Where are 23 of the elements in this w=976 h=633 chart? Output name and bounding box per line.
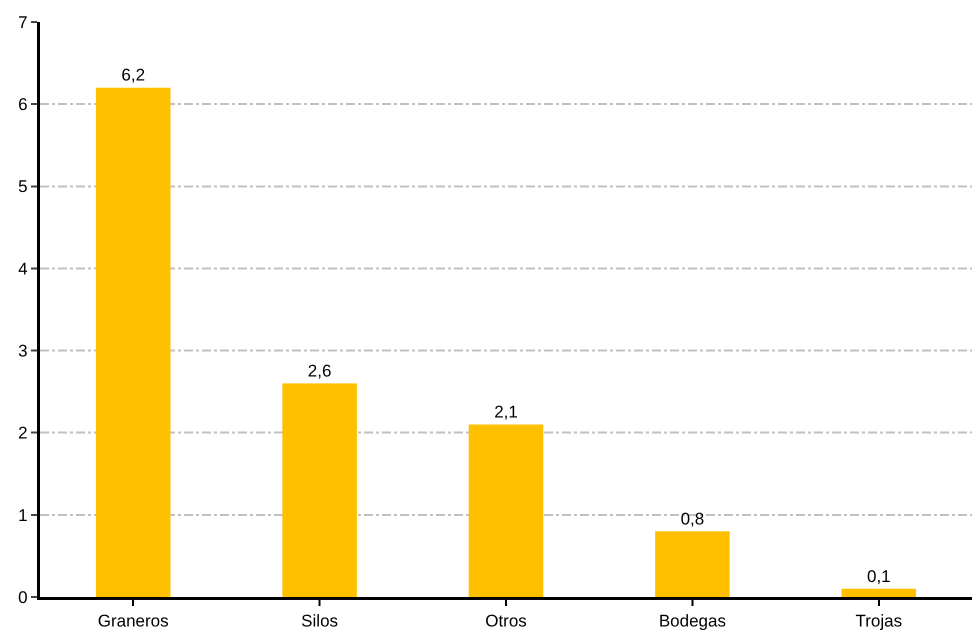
- data-label: 2,1: [494, 402, 518, 422]
- x-tick-label: Otros: [485, 611, 527, 630]
- y-tick-label: 1: [18, 506, 28, 525]
- y-tick-label: 3: [18, 342, 28, 361]
- y-tick-label: 4: [18, 259, 28, 278]
- data-label: 0,8: [680, 509, 704, 528]
- bar: [282, 383, 357, 597]
- y-tick-label: 5: [18, 177, 28, 196]
- y-tick-label: 2: [18, 424, 28, 443]
- y-tick-label: 7: [18, 12, 28, 32]
- bar: [468, 424, 544, 597]
- x-tick-label: Trojas: [855, 611, 902, 630]
- data-label: 0,1: [866, 566, 891, 586]
- y-tick-label: 6: [18, 95, 28, 114]
- bar: [96, 88, 170, 597]
- bar: [842, 588, 916, 597]
- x-tick-label: Silos: [301, 611, 338, 630]
- data-label: 6,2: [121, 66, 146, 85]
- bar: [655, 531, 730, 597]
- data-label: 2,6: [308, 361, 332, 380]
- x-tick-label: Bodegas: [658, 611, 726, 630]
- x-tick-label: Graneros: [98, 611, 169, 630]
- y-tick-label: 0: [18, 588, 28, 607]
